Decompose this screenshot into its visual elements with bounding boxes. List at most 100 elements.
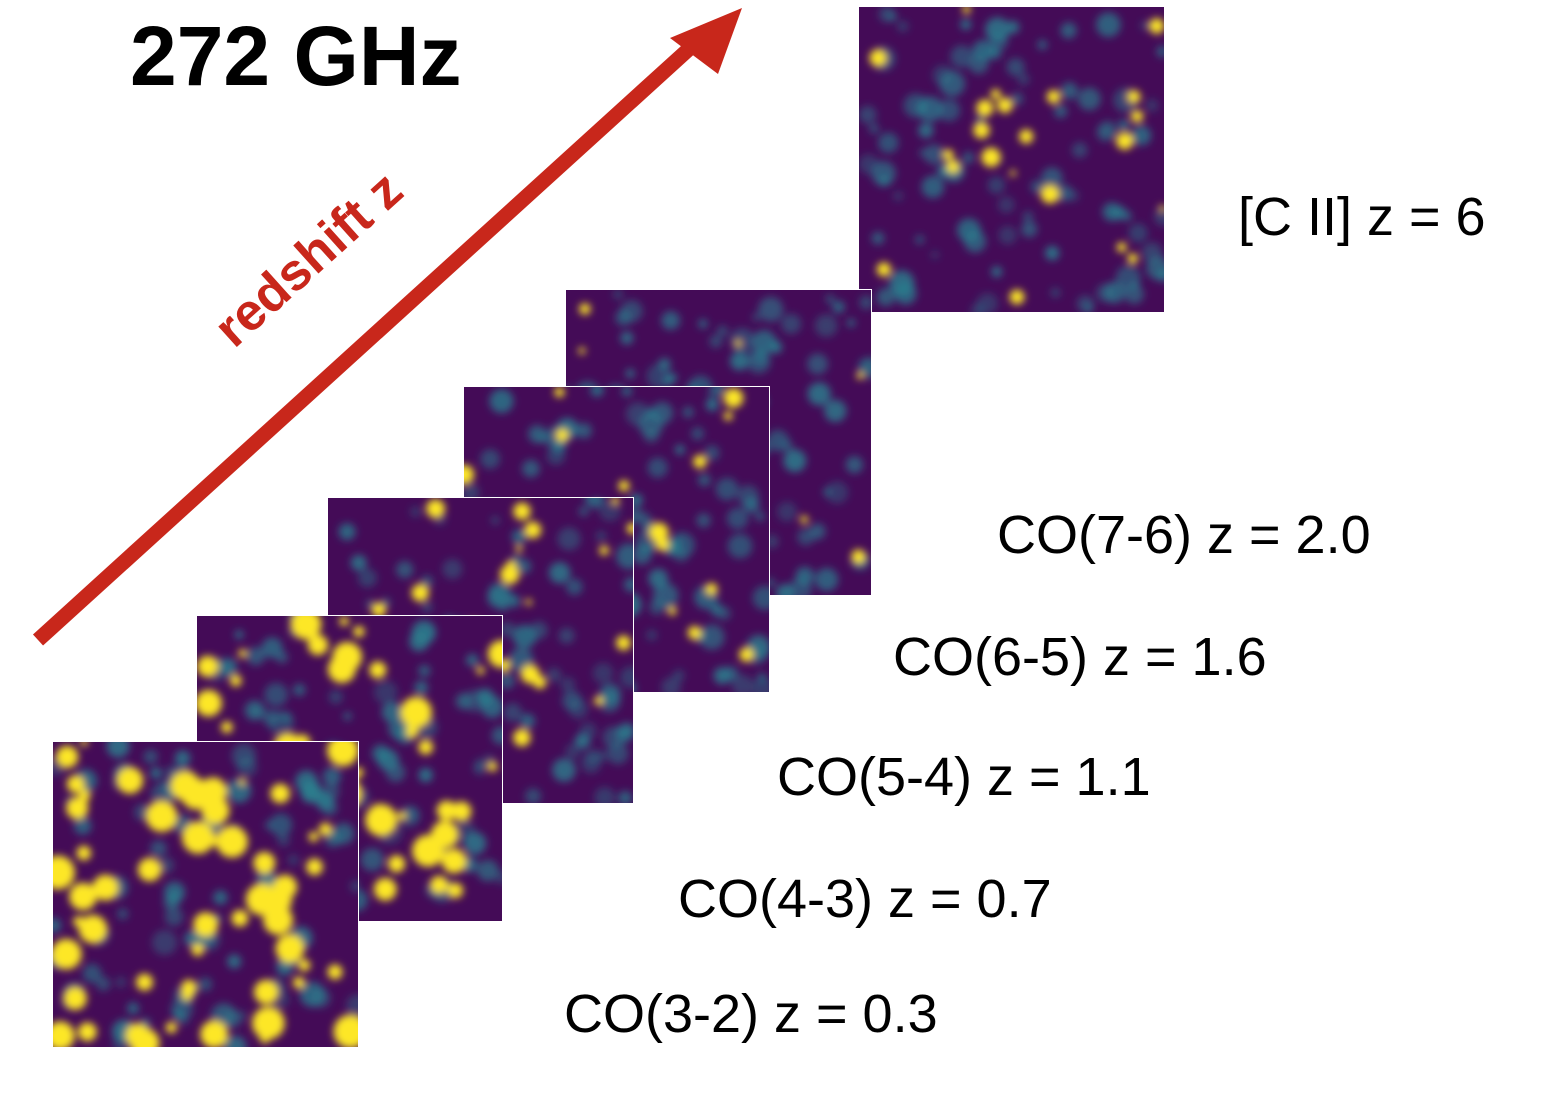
emission-clump: [970, 303, 985, 312]
bright-source: [405, 725, 419, 739]
emission-clump: [522, 459, 540, 478]
bright-source: [339, 616, 349, 626]
emission-clump: [625, 368, 635, 379]
emission-clump: [781, 313, 802, 334]
bright-source: [436, 800, 457, 821]
bright-source: [327, 742, 358, 767]
bright-source: [253, 979, 279, 1005]
bright-source: [579, 303, 591, 315]
emission-clump: [598, 499, 621, 522]
emission-clump: [1060, 82, 1078, 100]
emission-clump: [939, 70, 966, 97]
emission-clump: [871, 231, 885, 245]
bright-source: [181, 979, 197, 996]
emission-clump: [421, 601, 433, 613]
bright-source: [307, 634, 329, 656]
bright-source: [230, 674, 242, 687]
label-co54: CO(5-4) z = 1.1: [777, 747, 1151, 807]
label-co32: CO(3-2) z = 0.3: [564, 984, 938, 1044]
bright-source: [594, 696, 604, 706]
emission-clump: [127, 1002, 140, 1015]
emission-clump: [73, 817, 92, 835]
bright-source: [525, 599, 532, 606]
bright-source: [524, 521, 542, 539]
bright-source: [369, 661, 387, 679]
bright-source: [856, 372, 864, 380]
bright-source: [259, 1033, 271, 1044]
emission-clump: [381, 701, 403, 723]
emission-clump: [1067, 189, 1080, 202]
emission-clump: [950, 45, 974, 68]
emission-clump: [82, 963, 102, 983]
emission-clump: [117, 908, 129, 920]
emission-clump: [223, 1035, 247, 1047]
emission-clump: [1060, 22, 1077, 39]
emission-clump: [868, 123, 880, 134]
bright-source: [216, 825, 248, 858]
emission-clump: [106, 742, 130, 758]
label-co43: CO(4-3) z = 0.7: [678, 869, 1052, 929]
emission-clump: [275, 651, 289, 664]
bright-source: [851, 549, 866, 564]
emission-clump: [824, 399, 847, 423]
emission-clump: [237, 1010, 247, 1021]
emission-clump: [691, 427, 705, 441]
emission-clump: [299, 981, 325, 1008]
emission-clump: [491, 726, 502, 745]
emission-clump: [962, 151, 975, 164]
emission-clump: [343, 712, 352, 721]
emission-clump: [698, 473, 711, 487]
emission-clump: [629, 493, 643, 507]
emission-clump: [250, 705, 263, 718]
emission-clump: [612, 290, 624, 300]
emission-clump: [578, 506, 589, 517]
emission-clump: [565, 743, 581, 760]
emission-clump: [621, 387, 633, 397]
bright-source: [946, 160, 960, 174]
bright-source: [981, 147, 1001, 167]
emission-clump: [293, 683, 306, 697]
emission-clump: [562, 690, 582, 711]
emission-clump: [548, 562, 571, 584]
emission-clump: [581, 753, 601, 774]
bright-source: [333, 1014, 358, 1047]
bright-source: [306, 858, 323, 876]
emission-clump: [1050, 287, 1061, 298]
bright-source: [130, 1028, 160, 1047]
bright-source: [599, 545, 609, 556]
emission-clump: [618, 791, 633, 803]
bright-source: [200, 1020, 228, 1047]
emission-clump: [592, 662, 614, 684]
emission-clump: [261, 637, 283, 659]
emission-clump: [576, 422, 592, 439]
emission-clump: [918, 122, 934, 139]
emission-clump: [825, 294, 835, 304]
emission-clump: [594, 787, 616, 803]
bright-source: [611, 498, 620, 505]
bright-source: [201, 796, 230, 825]
emission-clump: [328, 689, 343, 705]
bright-source: [513, 502, 531, 520]
bright-source: [1040, 184, 1060, 204]
emission-clump: [1071, 142, 1088, 158]
emission-clump: [566, 578, 583, 596]
frequency-title: 272 GHz: [130, 9, 462, 103]
emission-clump: [150, 782, 175, 807]
bright-source: [1116, 242, 1127, 253]
bright-source: [1159, 205, 1164, 212]
bright-source: [80, 742, 88, 747]
bright-source: [441, 848, 467, 874]
emission-clump: [1121, 210, 1133, 222]
emission-clump: [878, 132, 899, 154]
emission-clump: [1145, 99, 1159, 112]
emission-clump: [163, 894, 180, 911]
bright-source: [487, 761, 498, 772]
bright-source: [245, 883, 278, 916]
emission-clump: [372, 744, 390, 763]
bright-source: [165, 1022, 177, 1034]
emission-clump: [825, 481, 849, 504]
emission-clump: [226, 778, 252, 803]
emission-clump: [672, 669, 685, 682]
bright-source: [869, 49, 887, 67]
bright-source: [66, 797, 89, 820]
